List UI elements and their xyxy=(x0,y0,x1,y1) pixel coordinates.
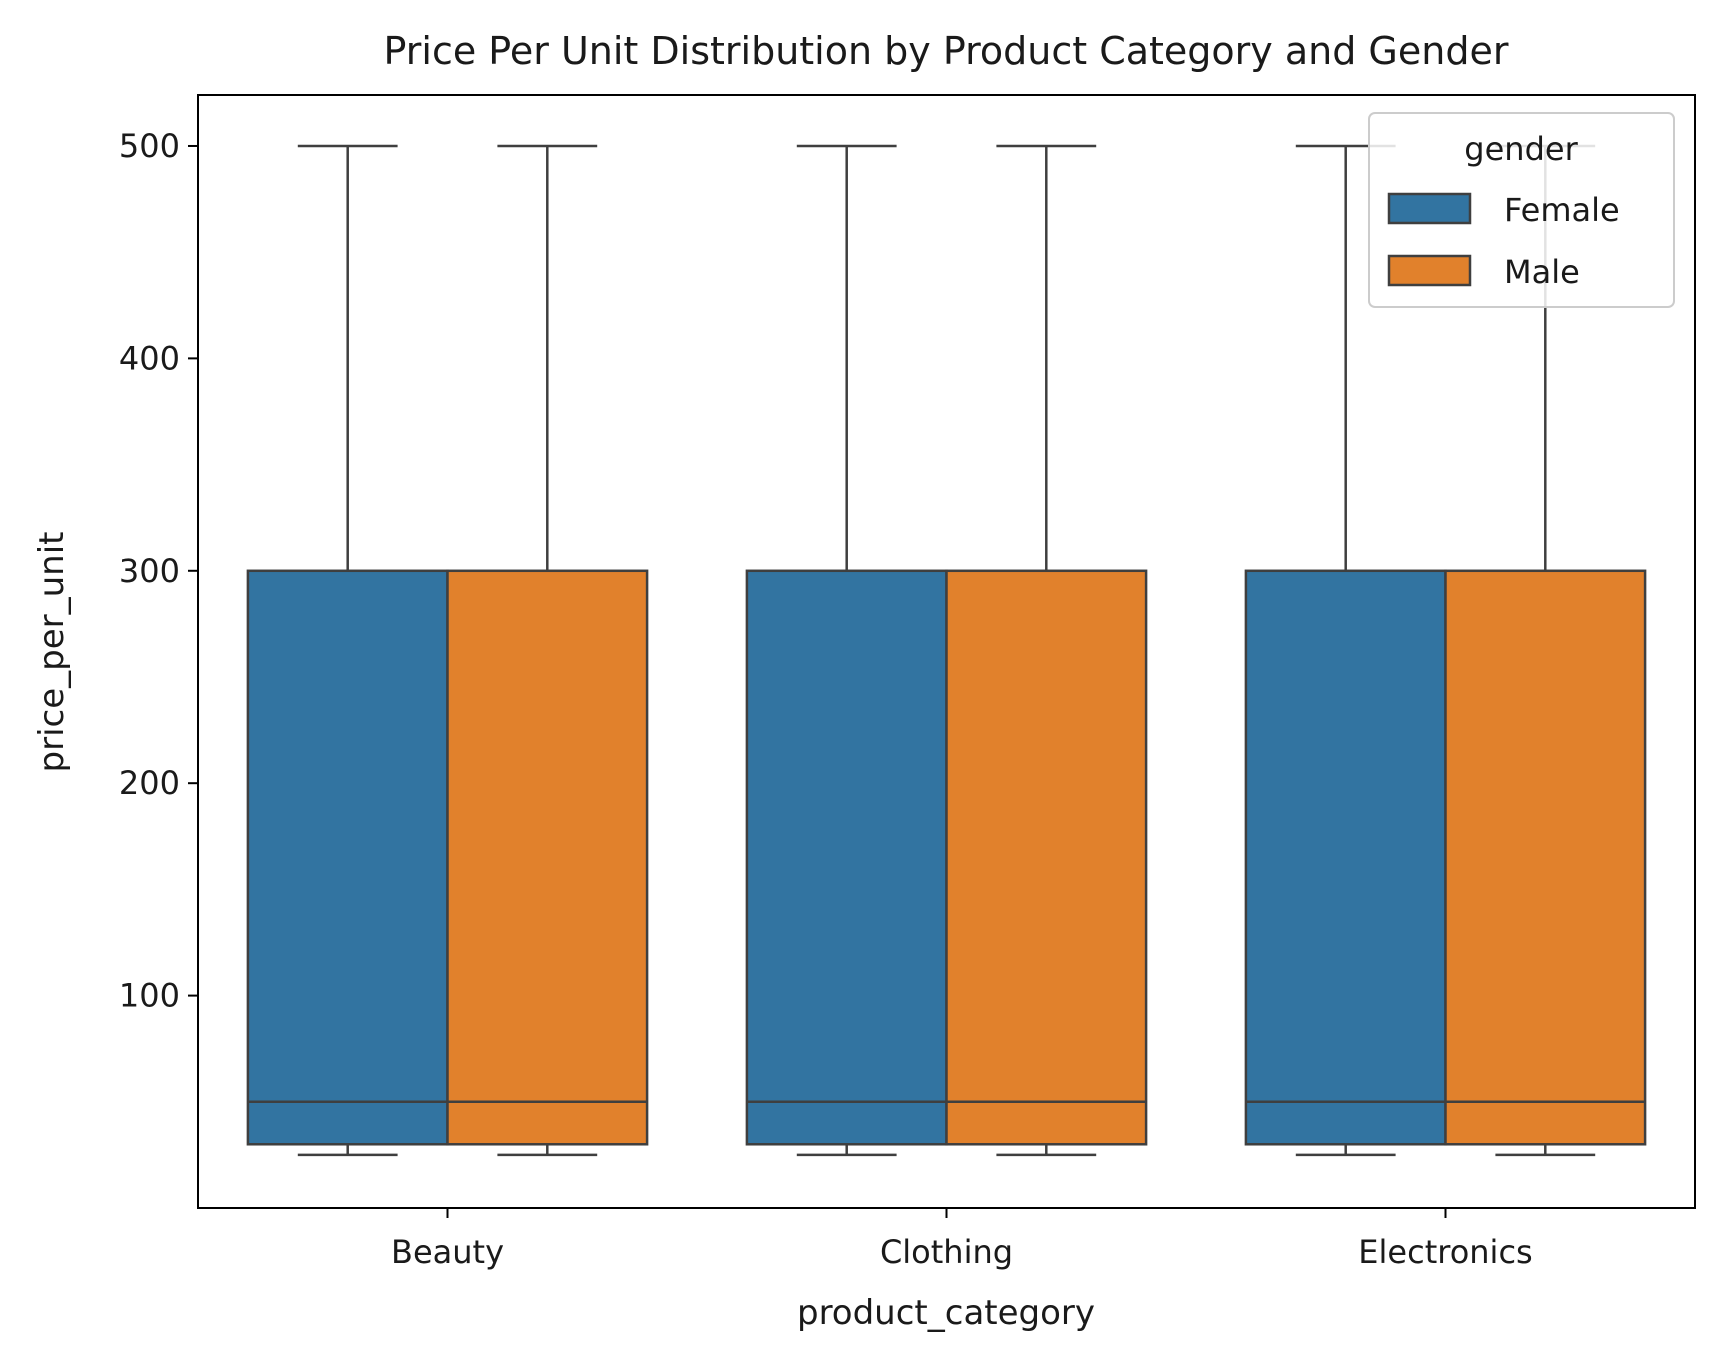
x-tick-label-electronics: Electronics xyxy=(1358,1233,1532,1271)
y-tick-label-400: 400 xyxy=(119,339,180,377)
y-tick-label-100: 100 xyxy=(119,977,180,1015)
y-axis: 100 200 300 400 500 xyxy=(119,127,198,1015)
box-body-male-clothing xyxy=(945,569,1148,1146)
legend-swatch-female xyxy=(1387,192,1472,225)
legend-label-male: Male xyxy=(1504,253,1580,291)
chart-title: Price Per Unit Distribution by Product C… xyxy=(384,29,1509,73)
y-axis-label: price_per_unit xyxy=(32,532,72,773)
box-female-electronics xyxy=(1244,144,1447,1157)
plot-area xyxy=(246,144,1647,1157)
y-tick-label-500: 500 xyxy=(119,127,180,165)
box-body-female-electronics xyxy=(1244,569,1447,1146)
x-axis: Beauty Clothing Electronics xyxy=(391,1208,1533,1271)
y-tick-label-300: 300 xyxy=(119,552,180,590)
box-male-electronics xyxy=(1444,144,1647,1157)
box-female-clothing xyxy=(745,144,948,1157)
box-body-female-beauty xyxy=(246,569,449,1146)
x-tick-label-beauty: Beauty xyxy=(391,1233,504,1271)
box-body-male-electronics xyxy=(1444,569,1647,1146)
legend-title: gender xyxy=(1464,130,1578,168)
box-female-beauty xyxy=(246,144,449,1157)
box-male-clothing xyxy=(945,144,1148,1157)
box-male-beauty xyxy=(446,144,649,1157)
legend-label-female: Female xyxy=(1504,191,1620,229)
x-tick-label-clothing: Clothing xyxy=(880,1233,1013,1271)
box-body-male-beauty xyxy=(446,569,649,1146)
x-axis-label: product_category xyxy=(797,1293,1095,1333)
legend: gender Female Male xyxy=(1368,112,1675,308)
y-tick-label-200: 200 xyxy=(119,764,180,802)
legend-swatch-male xyxy=(1387,254,1472,287)
box-body-female-clothing xyxy=(745,569,948,1146)
